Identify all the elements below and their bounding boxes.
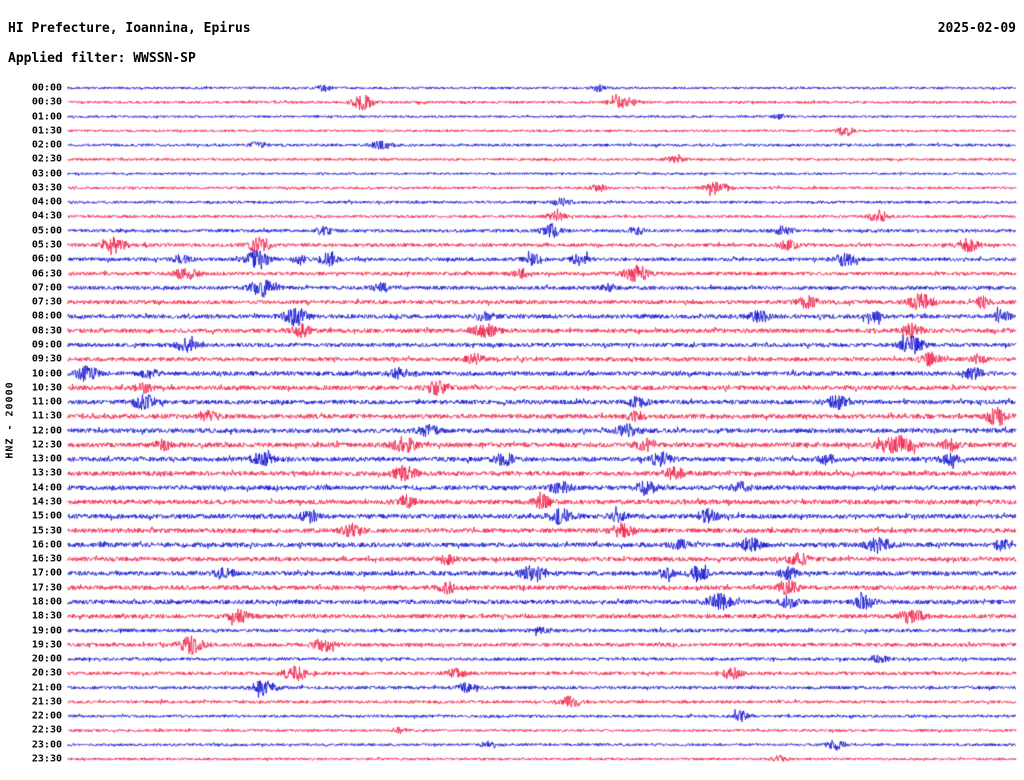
- trace-time-label: 13:30: [31, 467, 62, 479]
- trace-time-label: 05:00: [31, 225, 62, 237]
- trace-time-label: 18:00: [31, 596, 62, 608]
- trace-time-label: 09:30: [31, 353, 62, 365]
- trace-time-label: 22:30: [31, 724, 62, 736]
- trace-time-label: 16:00: [31, 539, 62, 551]
- trace-time-label: 01:30: [31, 125, 62, 137]
- trace-time-label: 04:30: [31, 210, 62, 222]
- trace-time-label: 07:30: [31, 296, 62, 308]
- trace-time-label: 18:30: [31, 610, 62, 622]
- trace-time-label: 09:00: [31, 339, 62, 351]
- trace-time-label: 15:30: [31, 524, 62, 536]
- trace-time-label: 23:30: [31, 753, 62, 765]
- trace-time-label: 00:30: [31, 96, 62, 108]
- trace-time-label: 20:00: [31, 653, 62, 665]
- trace-time-label: 03:00: [31, 167, 62, 179]
- trace-time-label: 05:30: [31, 239, 62, 251]
- trace-time-label: 21:00: [31, 681, 62, 693]
- trace-time-label: 06:30: [31, 267, 62, 279]
- trace-time-label: 15:00: [31, 510, 62, 522]
- trace-time-label: 04:00: [31, 196, 62, 208]
- trace-time-label: 17:30: [31, 581, 62, 593]
- trace-time-label: 16:30: [31, 553, 62, 565]
- trace-time-label: 23:00: [31, 738, 62, 750]
- station-title: HI Prefecture, Ioannina, Epirus: [8, 21, 251, 36]
- trace-time-label: 03:30: [31, 182, 62, 194]
- trace-time-label: 14:00: [31, 482, 62, 494]
- trace-time-label: 17:00: [31, 567, 62, 579]
- trace-time-label: 02:00: [31, 139, 62, 151]
- trace-time-label: 13:00: [31, 453, 62, 465]
- trace-time-label: 00:00: [31, 82, 62, 94]
- trace-time-label: 08:00: [31, 310, 62, 322]
- trace-time-label: 19:30: [31, 639, 62, 651]
- trace-time-label: 20:30: [31, 667, 62, 679]
- record-date: 2025-02-09: [937, 21, 1016, 36]
- trace-time-label: 10:30: [31, 382, 62, 394]
- trace-time-label: 10:00: [31, 367, 62, 379]
- trace-time-label: 12:30: [31, 439, 62, 451]
- trace-time-label: 02:30: [31, 153, 62, 165]
- filter-label: Applied filter: WWSSN-SP: [8, 51, 196, 66]
- trace-time-label: 21:30: [31, 696, 62, 708]
- trace-time-label: 14:30: [31, 496, 62, 508]
- trace-time-label: 11:00: [31, 396, 62, 408]
- trace-time-label: 01:00: [31, 110, 62, 122]
- trace-time-label: 22:00: [31, 710, 62, 722]
- trace-time-labels: 00:00 00:30 01:00 01:30 02:00 02:30 03:00 03:30…: [0, 0, 64, 780]
- trace-time-label: 12:00: [31, 424, 62, 436]
- trace-time-label: 08:30: [31, 324, 62, 336]
- trace-time-label: 07:00: [31, 282, 62, 294]
- trace-time-label: 06:00: [31, 253, 62, 265]
- trace-time-label: 19:00: [31, 624, 62, 636]
- trace-time-label: 11:30: [31, 410, 62, 422]
